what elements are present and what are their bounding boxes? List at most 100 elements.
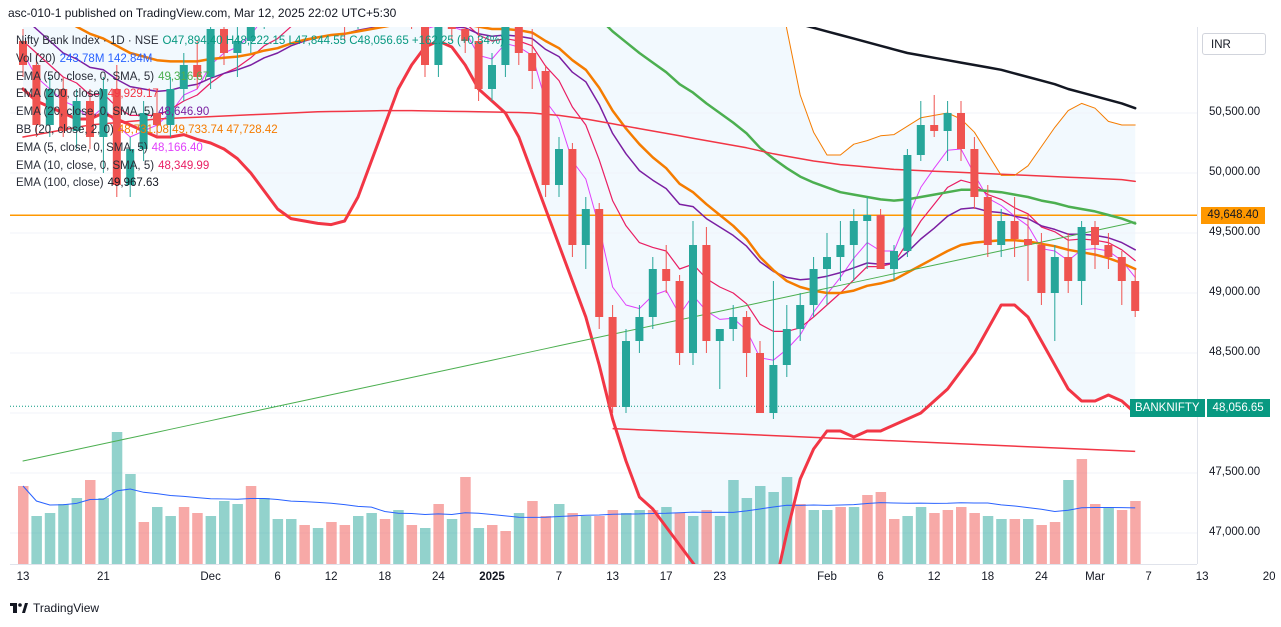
candle-body xyxy=(648,269,657,317)
legend-name: EMA (5, close, 0, SMA, 5) xyxy=(16,141,148,154)
legend-name: EMA (200, close) xyxy=(16,88,104,101)
candle xyxy=(756,341,764,413)
candle-body xyxy=(849,221,858,245)
candle-body xyxy=(769,365,778,413)
candle-body xyxy=(903,155,912,251)
legend-row[interactable]: EMA (200, close) 49,929.17 xyxy=(16,86,504,104)
candle xyxy=(1117,251,1126,305)
legend-name: Nifty Bank Index · 1D · NSE xyxy=(16,35,159,47)
legend-row[interactable]: EMA (5, close, 0, SMA, 5) 48,166.40 xyxy=(16,140,504,158)
time-tick-label: 24 xyxy=(431,571,445,583)
candle-body xyxy=(179,65,188,89)
legend-name: EMA (20, close, 0, SMA, 5) xyxy=(16,106,155,119)
legend-row[interactable]: Nifty Bank Index · 1D · NSE O47,894.40 H4… xyxy=(16,33,504,51)
legend-row[interactable]: EMA (10, close, 0, SMA, 5) 48,349.99 xyxy=(16,158,504,176)
candle xyxy=(112,65,121,197)
candle-body xyxy=(45,89,54,125)
time-tick-label: 18 xyxy=(981,571,995,583)
volume-bar xyxy=(915,507,927,564)
candle xyxy=(608,305,617,413)
candle-body xyxy=(689,245,697,353)
candle xyxy=(45,77,54,137)
volume-bar xyxy=(889,519,900,564)
candle xyxy=(541,65,550,197)
candle xyxy=(555,137,563,197)
candle-body xyxy=(139,113,148,149)
volume-bar xyxy=(312,528,324,564)
candle xyxy=(166,77,175,137)
candle xyxy=(72,89,81,149)
candle-body xyxy=(756,353,764,413)
legend-values: 49,967.63 xyxy=(107,177,159,190)
volume-bar xyxy=(420,528,431,564)
candle-body xyxy=(983,197,992,245)
candle xyxy=(1050,245,1059,341)
legend-row[interactable]: EMA (100, close) 49,967.63 xyxy=(16,175,504,193)
volume-bar xyxy=(567,513,578,564)
publish-info: asc-010-1 published on TradingView.com, … xyxy=(8,6,397,20)
candle-body xyxy=(59,89,68,131)
candle xyxy=(729,305,738,341)
volume-bar xyxy=(299,525,310,564)
legend-row[interactable]: BB (20, close, 2, 0) 48,731.08 49,733.74 … xyxy=(16,122,504,140)
candle-body xyxy=(595,209,604,317)
volume-bar xyxy=(192,513,203,564)
candle-body xyxy=(916,125,925,155)
volume-bar xyxy=(1063,480,1074,564)
candle xyxy=(421,27,429,77)
candle xyxy=(1131,269,1140,317)
volume-bar xyxy=(594,516,605,564)
volume-bar xyxy=(822,510,833,564)
candle xyxy=(447,27,456,41)
volume-bar xyxy=(1076,459,1088,564)
price-chart[interactable] xyxy=(10,27,1197,564)
candle xyxy=(970,137,979,209)
candle-body xyxy=(99,89,108,137)
candle-body xyxy=(823,257,831,269)
candle xyxy=(876,209,885,269)
volume-bar xyxy=(353,516,364,564)
candle-body xyxy=(1131,281,1140,311)
volume-bar xyxy=(259,498,270,564)
candle-body xyxy=(514,27,523,53)
candle-body xyxy=(474,41,483,89)
time-axis[interactable]: 13 21 Dec 6 12 18 24 2025 7 13 17 23 Feb 6 12 18 24 Mar 7 1… xyxy=(10,564,1276,591)
candle-body xyxy=(461,29,470,41)
candle xyxy=(957,101,965,161)
volume-bar xyxy=(138,522,150,564)
candle xyxy=(461,27,470,53)
volume-bar xyxy=(31,516,42,564)
legend-row[interactable]: EMA (20, close, 0, SMA, 5) 48,646.90 xyxy=(16,104,504,122)
volume-bar xyxy=(607,510,619,564)
candle-body xyxy=(742,317,751,353)
volume-bar xyxy=(339,525,351,564)
candle xyxy=(782,305,791,377)
legend-row[interactable]: EMA (50, close, 0, SMA, 5) 49,316.67 xyxy=(16,69,504,87)
candle xyxy=(689,221,697,365)
volume-bar xyxy=(1116,510,1128,564)
candle-body xyxy=(488,65,496,89)
candle-body xyxy=(836,245,845,257)
candle-body xyxy=(970,149,979,197)
footer-brand[interactable]: TradingView xyxy=(10,601,99,615)
candle-body xyxy=(32,65,41,125)
volume-bar xyxy=(956,507,967,564)
legend-row[interactable]: Vol (20) 243.78M 142.84M xyxy=(16,51,504,69)
volume-bar xyxy=(58,504,69,564)
volume-bar xyxy=(406,525,418,564)
candle xyxy=(742,311,751,377)
support-trendline xyxy=(612,427,1136,453)
chart-area[interactable] xyxy=(10,27,1197,564)
price-axis[interactable]: 47,000.00 47,500.00 48,500.00 49,000.00 49,5… xyxy=(1197,27,1281,564)
candle xyxy=(863,197,872,269)
volume-bar xyxy=(44,513,56,564)
volume-bar xyxy=(929,513,940,564)
volume-bar xyxy=(647,510,659,564)
time-tick-label: 6 xyxy=(877,571,884,583)
candle xyxy=(903,149,912,257)
currency-selector[interactable]: INR xyxy=(1202,33,1266,55)
candle-body xyxy=(555,149,563,185)
candle xyxy=(997,209,1006,257)
candle xyxy=(59,77,68,137)
volume-bar xyxy=(460,477,471,564)
